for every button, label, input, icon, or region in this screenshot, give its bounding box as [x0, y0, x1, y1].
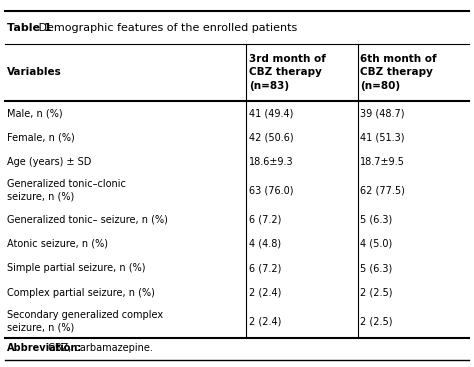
Text: Female, n (%): Female, n (%) [7, 132, 75, 142]
Text: 62 (77.5): 62 (77.5) [360, 186, 405, 196]
Text: Simple partial seizure, n (%): Simple partial seizure, n (%) [7, 263, 146, 273]
FancyBboxPatch shape [21, 184, 453, 217]
Text: 2 (2.5): 2 (2.5) [360, 316, 392, 326]
Text: Demographic features of the enrolled patients: Demographic features of the enrolled pat… [35, 22, 297, 33]
Text: 6th month of
CBZ therapy
(n=80): 6th month of CBZ therapy (n=80) [360, 54, 437, 91]
Text: Complex partial seizure, n (%): Complex partial seizure, n (%) [7, 288, 155, 298]
Text: Generalized tonic–clonic
seizure, n (%): Generalized tonic–clonic seizure, n (%) [7, 179, 126, 202]
FancyBboxPatch shape [21, 217, 453, 242]
FancyBboxPatch shape [21, 292, 453, 317]
FancyBboxPatch shape [21, 109, 453, 134]
Text: 18.7±9.5: 18.7±9.5 [360, 157, 405, 167]
Text: Secondary generalized complex
seizure, n (%): Secondary generalized complex seizure, n… [7, 310, 163, 333]
Text: 4 (4.8): 4 (4.8) [249, 239, 281, 249]
Text: CBZ, carbamazepine.: CBZ, carbamazepine. [45, 342, 153, 353]
Text: 2 (2.4): 2 (2.4) [249, 316, 281, 326]
Text: Atonic seizure, n (%): Atonic seizure, n (%) [7, 239, 108, 249]
Text: 41 (51.3): 41 (51.3) [360, 132, 405, 142]
Text: 5 (6.3): 5 (6.3) [360, 214, 392, 224]
FancyBboxPatch shape [21, 17, 453, 50]
FancyBboxPatch shape [21, 50, 453, 109]
FancyBboxPatch shape [21, 242, 453, 267]
Text: 3rd month of
CBZ therapy
(n=83): 3rd month of CBZ therapy (n=83) [249, 54, 326, 91]
FancyBboxPatch shape [21, 134, 453, 159]
Text: 18.6±9.3: 18.6±9.3 [249, 157, 293, 167]
Text: 41 (49.4): 41 (49.4) [249, 108, 293, 118]
Text: 2 (2.4): 2 (2.4) [249, 288, 281, 298]
Text: Age (years) ± SD: Age (years) ± SD [7, 157, 91, 167]
Text: 5 (6.3): 5 (6.3) [360, 263, 392, 273]
Text: 39 (48.7): 39 (48.7) [360, 108, 405, 118]
FancyBboxPatch shape [21, 317, 453, 350]
Text: Variables: Variables [7, 68, 62, 77]
Text: Abbreviation:: Abbreviation: [7, 342, 82, 353]
FancyBboxPatch shape [21, 159, 453, 184]
Text: Table 1: Table 1 [7, 22, 52, 33]
Text: Male, n (%): Male, n (%) [7, 108, 63, 118]
Text: Generalized tonic– seizure, n (%): Generalized tonic– seizure, n (%) [7, 214, 168, 224]
Text: 42 (50.6): 42 (50.6) [249, 132, 293, 142]
Text: 4 (5.0): 4 (5.0) [360, 239, 392, 249]
Text: 63 (76.0): 63 (76.0) [249, 186, 293, 196]
Text: 6 (7.2): 6 (7.2) [249, 263, 281, 273]
Text: 2 (2.5): 2 (2.5) [360, 288, 392, 298]
Text: 6 (7.2): 6 (7.2) [249, 214, 281, 224]
FancyBboxPatch shape [21, 267, 453, 292]
